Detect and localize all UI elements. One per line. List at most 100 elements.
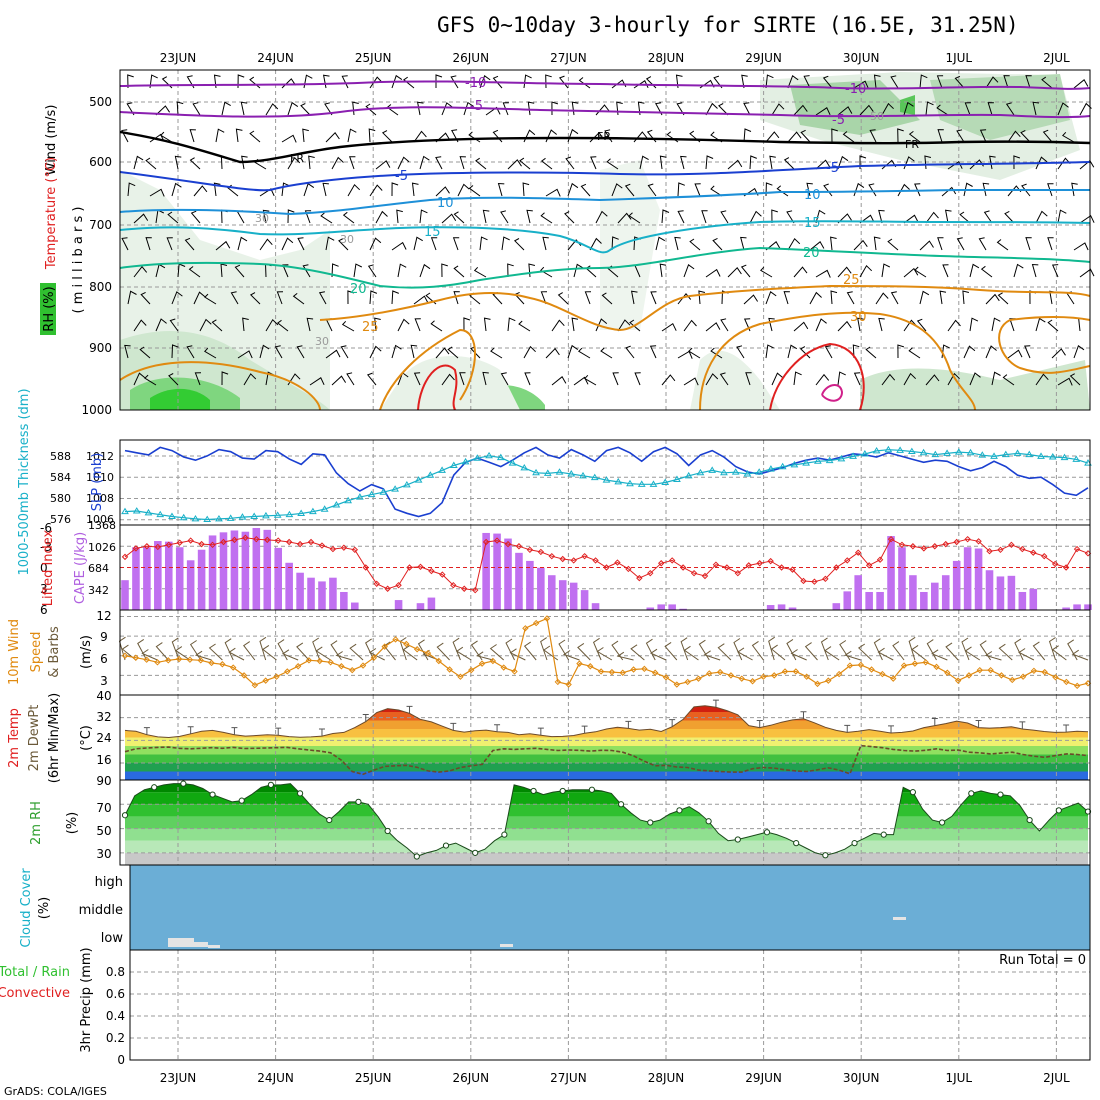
thickness-marker [414,476,423,483]
cape-bar [766,605,775,610]
wind-barb [468,185,481,197]
wind10-marker [965,672,973,679]
thickness-marker [673,475,681,482]
wind10-marker [478,660,486,667]
cape-bar [351,602,359,610]
cape-bar [777,604,786,610]
t2m-ticks: 32 24 16 [96,710,111,767]
wind10-barb [790,649,807,661]
wind-barb [240,101,248,116]
thickness-marker [579,471,587,479]
li-tick: -3 [40,540,52,554]
temp-maxbar [975,720,982,728]
wind10-marker [219,661,226,668]
li-line [120,534,1092,594]
rh2m-tick: 70 [96,801,111,815]
li-marker [844,557,851,564]
wind-barb [969,317,979,332]
wind-barb [996,239,1009,251]
wind-barb [171,291,183,305]
temp-maxbar [888,725,895,733]
cloud-low-23jun [168,938,194,947]
wind-barb [342,211,355,224]
wind-barb [705,373,719,386]
wind-barb [786,210,795,224]
wind10-marker [1019,673,1027,680]
wind-barb [365,103,377,116]
cape-bar [482,532,490,610]
wind10-barb [509,648,526,661]
wind10-marker [619,669,626,676]
wind-barb [215,128,225,143]
wind-barb [133,155,144,170]
rh2m-line [121,780,1092,860]
rh2m-marker [472,849,479,856]
wind10-barb [577,642,591,661]
wind-barb [441,263,448,278]
rh2m-marker [151,784,158,791]
wind-barb [497,182,505,197]
wind-barb [1002,374,1015,386]
wind-barb [259,238,273,251]
thickness-marker [978,451,987,458]
wind10-barb [911,644,927,661]
temp-maxbar [406,705,413,714]
thickness-marker [872,446,881,454]
wind-barb [413,372,421,386]
wind10-marker [338,663,345,670]
wind10-barb [592,637,602,661]
wind-barb [584,291,592,305]
rh2m-marker [267,781,275,788]
wind-barb [680,155,687,170]
wind-barb [1025,237,1032,251]
wind-barb [991,371,1001,386]
rh2m-marker [997,791,1004,798]
wind10-marker [1041,668,1048,676]
thickness-marker [731,468,740,475]
cape-bar [186,560,195,610]
wind-barb [745,372,752,386]
wind10-barb [964,646,981,661]
wind-barb [166,237,173,251]
temp-maxbar [931,718,938,726]
thickness-marker [532,468,540,476]
wind-barb [852,344,860,359]
thickness-marker [696,468,705,476]
wind-barb [837,371,846,386]
wind-barb [688,347,701,359]
rh2m-marker [413,853,420,860]
rh-legend-swatch [40,283,56,335]
wind-barb [189,157,201,170]
cape-bar [427,597,436,610]
thickness-marker [837,454,846,462]
pressure-tick: 600 [89,155,112,169]
wind-barb [980,265,993,278]
wind-barb [221,101,231,116]
wind10-barb [857,643,872,661]
rh2m-marker [1084,808,1092,815]
wind-barb [853,239,868,251]
top-date-label: 24JUN [257,51,294,65]
thickness-marker [520,463,529,471]
wind-barb [369,184,383,197]
wind-barb [1004,210,1015,224]
wind10-barb [296,642,310,661]
wind-barb [625,345,635,359]
temp-maxbar [494,724,501,732]
rh2m-marker [938,819,946,826]
wind-barb [262,209,270,224]
wind10-barb [155,642,169,661]
wind-barb [939,290,947,305]
wind-barb [677,210,685,224]
wind-barb [1047,183,1054,197]
cape-bar [307,577,315,610]
wind10-barb [1014,638,1024,661]
li-marker [1073,545,1081,553]
wind-barb [368,128,376,143]
li-marker [176,539,183,546]
li-ticks: -6 -3 0 3 6 1368 1026 684 342 [40,519,116,617]
cape-bar [208,535,217,610]
wind-barb [565,156,575,170]
li-marker [548,552,555,560]
wind10-barb [616,651,634,661]
